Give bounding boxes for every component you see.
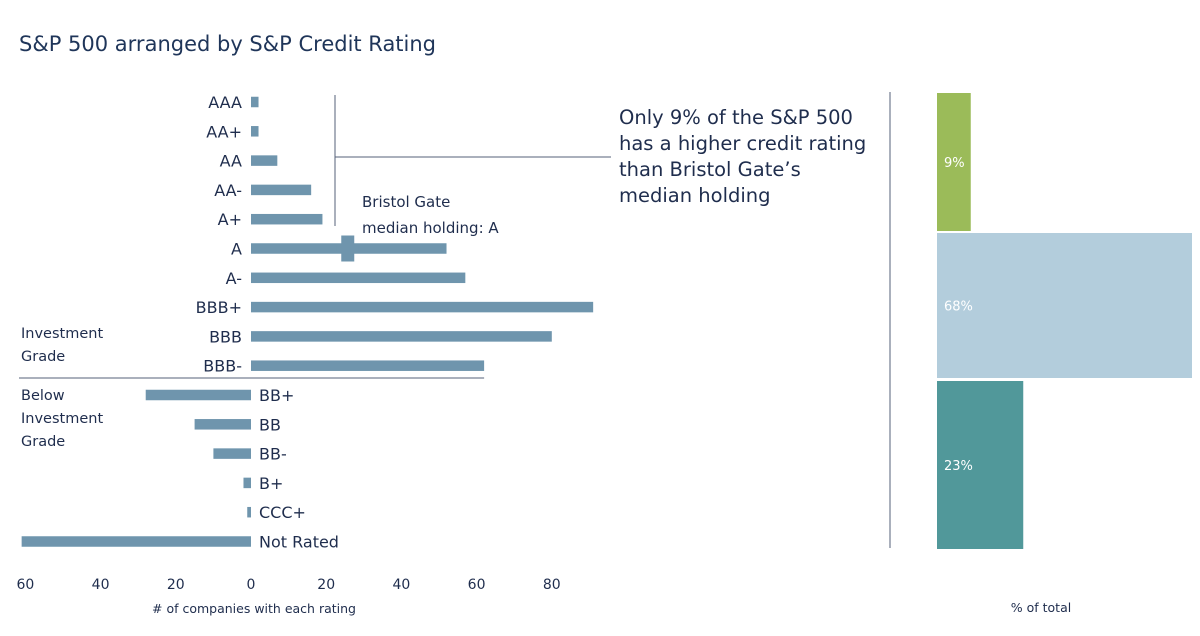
x-tick-label: 60 [16,577,34,593]
x-tick-label: 40 [92,577,110,593]
bar-aaa [251,96,259,108]
bar-bb [194,419,251,430]
bar-bb [213,448,251,459]
median-holding-label-line1: Bristol Gate [362,193,450,211]
bar-bbb [251,360,485,371]
bar-aa-plus [251,126,259,137]
category-label-bb-plus: BB+ [259,386,294,405]
investment-grade-label: Grade [21,349,65,365]
bar-aa [251,155,278,166]
category-label-a: A- [226,269,242,288]
bar-a-plus [251,213,323,225]
below-investment-grade-label: Grade [21,434,65,450]
bar-bbb-plus [251,301,594,313]
below-investment-grade-label: Investment [21,411,103,427]
category-label-bbb-plus: BBB+ [196,298,242,317]
callout-text: than Bristol Gate’s [619,158,801,181]
x-axis-title: # of companies with each rating [152,601,356,616]
callout-text: median holding [619,184,771,207]
investment-grade-label: Investment [21,326,103,342]
category-label-not-rated: Not Rated [259,533,339,552]
category-label-a: A [231,240,242,259]
median-holding-label-line2: median holding: A [362,219,499,237]
percent-segment-label: 9% [944,156,965,171]
percent-segment-2 [937,233,1192,378]
bar-a [251,272,466,284]
category-label-ccc-plus: CCC+ [259,503,306,522]
x-tick-label: 20 [317,577,335,593]
percent-segment-1 [937,93,971,231]
bar-bbb [251,331,552,342]
category-label-bbb: BBB- [203,357,242,376]
bar-b-plus [243,477,251,489]
percent-segment-3 [937,381,1024,549]
bar-not-rated [21,536,251,547]
category-label-a-plus: A+ [218,210,242,229]
category-label-aa: AA- [214,181,242,200]
callout-text: Only 9% of the S&P 500 [619,106,853,129]
bar-bb-plus [145,389,251,401]
median-holding-marker-crossbar [336,245,359,252]
x-tick-label: 60 [468,577,486,593]
chart-title: S&P 500 arranged by S&P Credit Rating [19,32,436,56]
rating-bar-chart: AAAAA+AAAA-A+AA-BBB+BBBBBB-BB+BBBB-B+CCC… [16,92,891,616]
percent-segment-label: 68% [944,300,973,315]
percent-of-total-chart: 9% 68% 23% % of total [937,93,1192,615]
category-label-bbb: BBB [209,327,242,346]
category-label-aaa: AAA [208,93,242,112]
below-investment-grade-label: Below [21,388,65,404]
category-label-b-plus: B+ [259,474,283,493]
category-label-bb: BB- [259,445,287,464]
percent-axis-title: % of total [1011,600,1071,615]
bar-aa [251,184,312,196]
category-label-aa: AA [220,152,242,171]
category-label-aa-plus: AA+ [206,122,242,141]
x-tick-label: 40 [392,577,410,593]
category-label-bb: BB [259,415,281,434]
x-tick-label: 0 [247,577,256,593]
callout-text: has a higher credit rating [619,132,866,155]
x-tick-label: 80 [543,577,561,593]
percent-segment-label: 23% [944,459,973,474]
x-tick-label: 20 [167,577,185,593]
bar-ccc-plus [247,506,251,518]
